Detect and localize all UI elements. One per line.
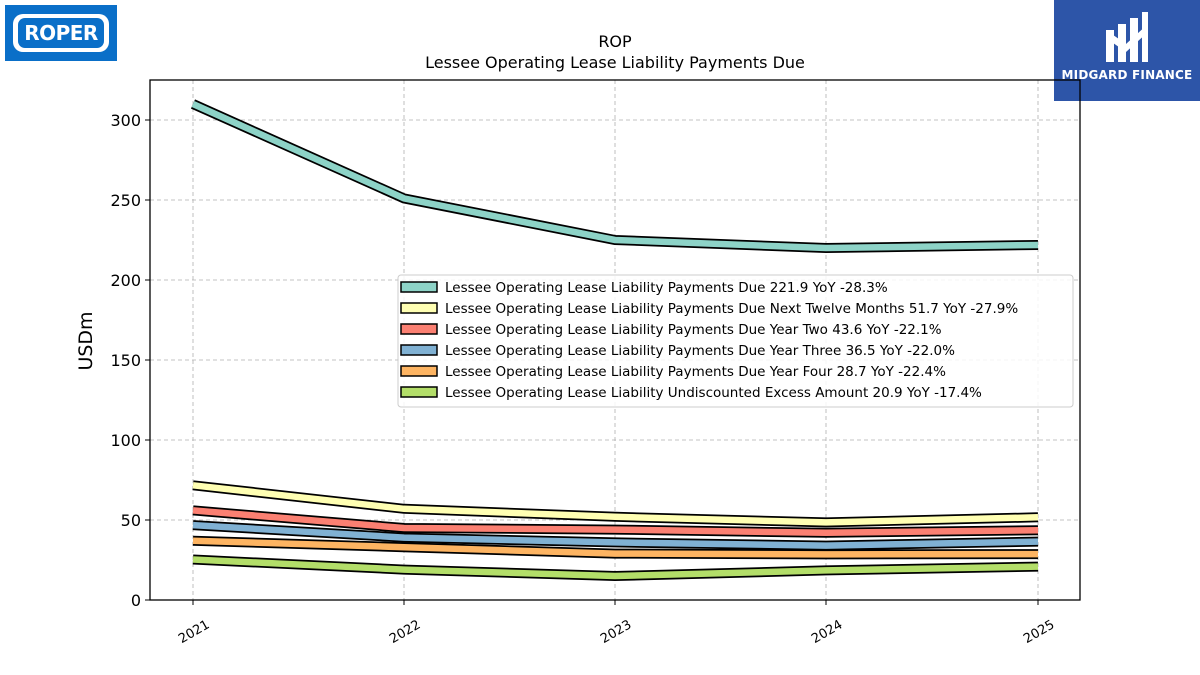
legend-swatch	[400, 386, 438, 398]
legend-label: Lessee Operating Lease Liability Undisco…	[445, 385, 982, 401]
legend-swatch	[400, 344, 438, 356]
legend-swatch	[400, 323, 438, 335]
series-lines	[190, 99, 1039, 582]
chart-subtitle: Lessee Operating Lease Liability Payment…	[425, 53, 805, 72]
x-tick-label: 2025	[1021, 617, 1057, 647]
legend-swatch	[400, 302, 438, 314]
roper-logo: ROPER	[5, 5, 117, 61]
y-tick-label: 250	[110, 191, 141, 210]
series-line	[192, 537, 1039, 558]
series-line	[191, 101, 1039, 252]
legend-label: Lessee Operating Lease Liability Payment…	[445, 322, 942, 338]
legend-label: Lessee Operating Lease Liability Payment…	[445, 280, 888, 296]
chart-title: ROP	[598, 32, 632, 51]
y-tick-label: 200	[110, 271, 141, 290]
y-axis-label: USDm	[75, 311, 97, 370]
y-tick-label: 50	[121, 511, 141, 530]
series-line-outline	[190, 99, 1039, 254]
legend-box	[397, 274, 1074, 408]
legend-label: Lessee Operating Lease Liability Payment…	[445, 364, 946, 380]
roper-logo-badge: ROPER	[13, 14, 109, 52]
series-line	[192, 556, 1039, 580]
x-tick-label: 2023	[598, 617, 634, 647]
series-line	[192, 507, 1039, 537]
y-tick-label: 300	[110, 111, 141, 130]
legend-label: Lessee Operating Lease Liability Payment…	[445, 343, 955, 359]
legend-swatch	[400, 281, 438, 293]
y-tick-label: 150	[110, 351, 141, 370]
midgard-finance-logo: MIDGARD FINANCE	[1054, 0, 1200, 101]
legend-swatch	[400, 365, 438, 377]
series-line	[192, 521, 1039, 549]
x-tick-label: 2022	[387, 617, 423, 647]
y-tick-label: 100	[110, 431, 141, 450]
midgard-emblem-icon	[1106, 12, 1148, 62]
roper-logo-text: ROPER	[18, 18, 104, 48]
x-tick-label: 2021	[176, 617, 212, 647]
series-line	[192, 482, 1039, 526]
y-tick-label: 0	[131, 591, 141, 610]
legend: Lessee Operating Lease Liability Payment…	[397, 274, 1074, 408]
midgard-brand-text: MIDGARD FINANCE	[1061, 68, 1193, 82]
legend-label: Lessee Operating Lease Liability Payment…	[445, 301, 1018, 317]
x-tick-label: 2024	[809, 617, 845, 647]
